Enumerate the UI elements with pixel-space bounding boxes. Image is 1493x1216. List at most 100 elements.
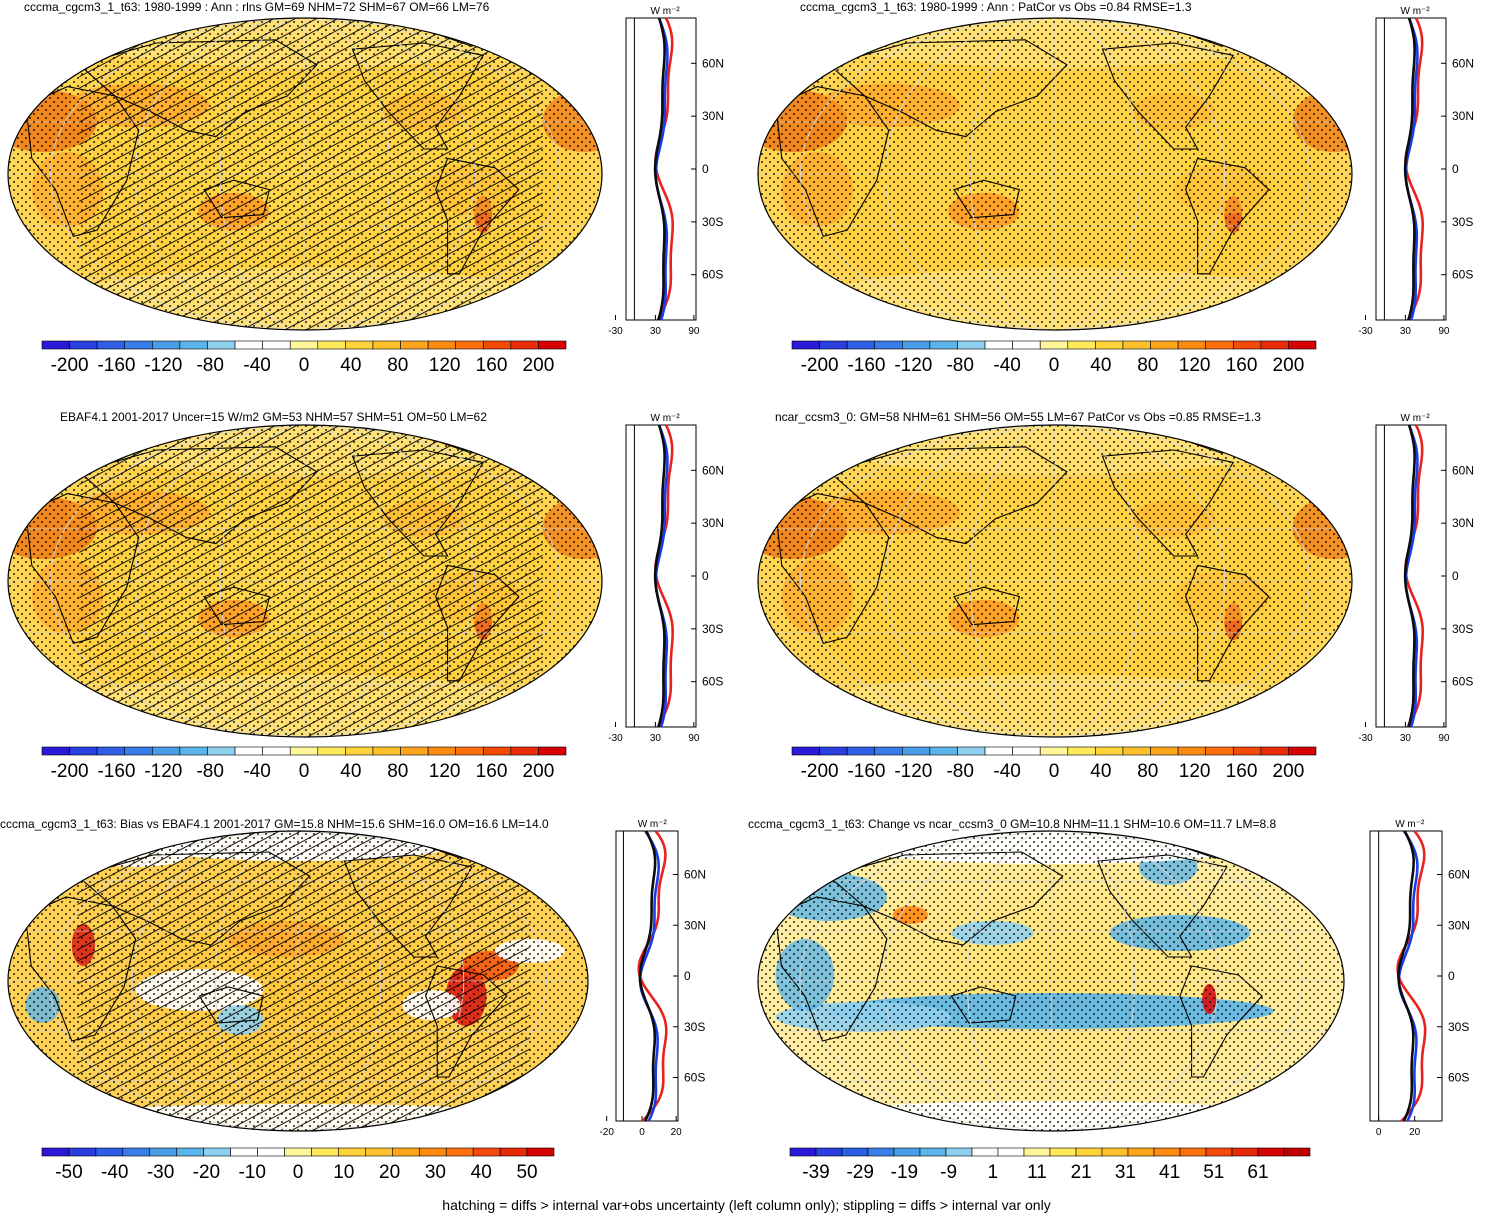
lat-tick-label: 0 <box>684 969 691 983</box>
colorbar-tick-label: -160 <box>97 355 136 376</box>
zonal-x-tick-label: 20 <box>671 1127 683 1138</box>
zonal-mean-plot-6: W m⁻² 60N 30N 0 30S 60S 0 20 <box>1369 819 1470 1138</box>
colorbar-tick-label: 80 <box>1137 355 1159 376</box>
colorbar-tick-label: 1 <box>987 1162 999 1183</box>
lat-tick-label: 30S <box>684 1020 705 1034</box>
colorbar-tick-label: -50 <box>55 1162 83 1183</box>
panel-title-1: cccma_cgcm3_1_t63: 1980-1999 : Ann : rln… <box>24 0 490 14</box>
colorbar-tick-label: 0 <box>292 1162 304 1183</box>
colorbar-tick-label: -80 <box>946 355 974 376</box>
colorbar-tick-label: 40 <box>470 1162 492 1183</box>
colorbar-tick-label: -200 <box>50 761 89 782</box>
colorbar-tick-label: 30 <box>424 1162 446 1183</box>
zonal-x-tick-label: 90 <box>1438 733 1450 744</box>
colorbar-3 <box>41 746 567 756</box>
lat-tick-label: 30N <box>702 516 724 530</box>
zonal-mean-plot-1: W m⁻² 60N 30N 0 30S 60S -30 30 90 <box>608 6 724 337</box>
lat-tick-label: 30S <box>702 622 723 636</box>
colorbar-tick-label: 160 <box>1225 761 1258 782</box>
colorbar-tick-label: -200 <box>50 355 89 376</box>
map-border <box>757 830 1345 1132</box>
zonal-x-tick-label: 20 <box>1409 1127 1421 1138</box>
colorbar-4 <box>791 746 1317 756</box>
colorbar-tick-label: -39 <box>802 1162 830 1183</box>
colorbar-tick-label: -40 <box>993 761 1021 782</box>
zonal-x-tick-label: 30 <box>650 326 662 337</box>
zonal-units-label: W m⁻² <box>651 6 681 17</box>
colorbar-tick-label: 0 <box>1048 355 1060 376</box>
colorbar-tick-label: -80 <box>946 761 974 782</box>
colorbar-tick-label: 40 <box>340 355 362 376</box>
colorbar-tick-label: -30 <box>146 1162 175 1183</box>
colorbar-tick-label: -160 <box>847 761 886 782</box>
colorbar-tick-label: -120 <box>144 355 183 376</box>
zonal-units-label: W m⁻² <box>1401 6 1431 17</box>
panel-title-5: cccma_cgcm3_1_t63: Bias vs EBAF4.1 2001-… <box>0 817 549 831</box>
colorbar-tick-label: -40 <box>243 355 271 376</box>
lat-tick-label: 0 <box>1448 969 1455 983</box>
zonal-x-tick-label: 30 <box>1400 326 1412 337</box>
zonal-x-tick-label: 90 <box>1438 326 1450 337</box>
colorbar-tick-label: 40 <box>340 761 362 782</box>
zonal-x-tick-label: -20 <box>599 1127 614 1138</box>
lat-tick-label: 0 <box>1452 162 1459 176</box>
map-6 <box>758 831 1344 1131</box>
colorbar-tick-label: -200 <box>800 761 839 782</box>
colorbar-tick-label: -20 <box>192 1162 221 1183</box>
lat-tick-label: 60S <box>702 675 723 689</box>
colorbar-tick-label: 160 <box>475 355 508 376</box>
lat-tick-label: 60S <box>1452 268 1473 282</box>
colorbar-6 <box>789 1147 1311 1157</box>
colorbar-tick-label: -160 <box>97 761 136 782</box>
zonal-units-label: W m⁻² <box>1401 413 1431 424</box>
colorbar-tick-label: 31 <box>1114 1162 1136 1183</box>
zonal-mean-plot-3: W m⁻² 60N 30N 0 30S 60S -30 30 90 <box>608 413 724 744</box>
zonal-mean-plot-5: W m⁻² 60N 30N 0 30S 60S -20 0 20 <box>599 819 706 1138</box>
colorbar-tick-label: 160 <box>475 761 508 782</box>
lat-tick-label: 30N <box>684 918 706 932</box>
map-border <box>7 830 589 1132</box>
lat-tick-label: 0 <box>702 569 709 583</box>
colorbar-tick-label: -9 <box>940 1162 958 1183</box>
panel-title-2: cccma_cgcm3_1_t63: 1980-1999 : Ann : Pat… <box>800 0 1192 14</box>
panel-title-4: ncar_ccsm3_0: GM=58 NHM=61 SHM=56 OM=55 … <box>775 410 1261 424</box>
lat-tick-label: 30S <box>1452 215 1473 229</box>
zonal-units-label: W m⁻² <box>651 413 681 424</box>
colorbar-tick-label: 80 <box>387 761 409 782</box>
panel-title-3: EBAF4.1 2001-2017 Uncer=15 W/m2 GM=53 NH… <box>60 410 487 424</box>
colorbar-tick-label: 11 <box>1027 1162 1047 1183</box>
lat-tick-label: 60N <box>702 463 724 477</box>
colorbar-tick-label: 0 <box>298 761 310 782</box>
lat-tick-label: 30S <box>1452 622 1473 636</box>
map-border <box>7 424 603 738</box>
colorbar-tick-label: -120 <box>144 761 183 782</box>
zonal-x-tick-label: 0 <box>639 1127 645 1138</box>
colorbar-tick-label: 200 <box>1272 761 1305 782</box>
map-4 <box>758 425 1352 737</box>
lat-tick-label: 30N <box>702 109 724 123</box>
colorbar-tick-label: -29 <box>846 1162 874 1183</box>
colorbar-tick-label: 40 <box>1090 355 1112 376</box>
zonal-x-tick-label: 90 <box>688 326 700 337</box>
colorbar-2 <box>791 340 1317 350</box>
colorbar-tick-label: -40 <box>101 1162 129 1183</box>
zonal-x-tick-label: 30 <box>650 733 662 744</box>
colorbar-tick-label: 200 <box>1272 355 1305 376</box>
zonal-mean-plot-2: W m⁻² 60N 30N 0 30S 60S -30 30 90 <box>1358 6 1474 337</box>
colorbar-tick-label: 50 <box>516 1162 538 1183</box>
lat-tick-label: 60N <box>1452 56 1474 70</box>
colorbar-tick-label: -40 <box>993 355 1021 376</box>
colorbar-tick-label: -120 <box>894 761 933 782</box>
colorbar-tick-label: -40 <box>243 761 271 782</box>
colorbar-tick-label: -80 <box>196 355 224 376</box>
zonal-x-tick-label: 30 <box>1400 733 1412 744</box>
colorbar-tick-label: 120 <box>428 761 461 782</box>
lat-tick-label: 60S <box>684 1071 705 1085</box>
zonal-x-tick-label: -30 <box>608 733 623 744</box>
colorbar-tick-label: 120 <box>428 355 461 376</box>
